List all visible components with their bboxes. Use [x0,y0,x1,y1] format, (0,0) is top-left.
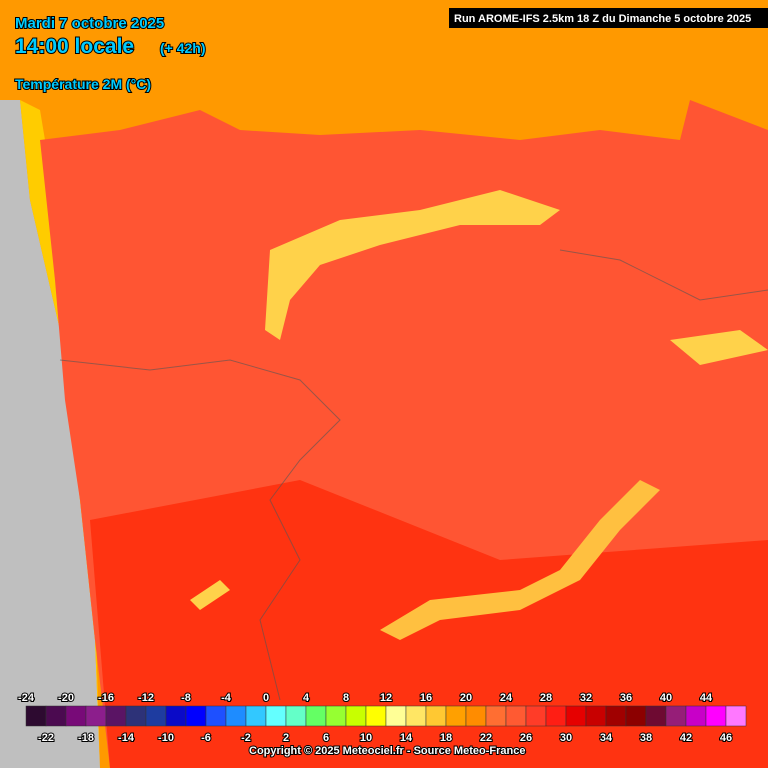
legend-label: 24 [500,692,513,704]
legend-label: 8 [343,692,349,704]
legend-label: 2 [283,732,289,744]
legend-label: 10 [360,732,372,744]
legend-swatch [125,705,147,727]
legend-swatch [445,705,467,727]
mountain-ridge [380,480,660,640]
legend-label: -8 [181,692,191,704]
legend-swatch [425,705,447,727]
lead-time: (+ 42h) [160,40,206,56]
legend-label: 6 [323,732,329,744]
legend-label: 42 [680,732,692,744]
legend-label: 0 [263,692,269,704]
legend-label: 26 [520,732,532,744]
legend-label: -18 [78,732,94,744]
legend-label: 40 [660,692,672,704]
legend-swatch [305,705,327,727]
legend-swatch [725,705,747,727]
date: Mardi 7 octobre 2025 [15,15,164,32]
legend-label: -24 [18,692,35,704]
legend-label: -14 [118,732,135,744]
legend-swatch [205,705,227,727]
legend-swatch [265,705,287,727]
legend-label: 44 [700,692,713,704]
legend-swatch [245,705,267,727]
legend-swatch [685,705,707,727]
legend-label: -12 [138,692,154,704]
legend-label: 18 [440,732,452,744]
legend-label: 28 [540,692,552,704]
legend-swatch [405,705,427,727]
legend-swatch [545,705,567,727]
legend-label: 46 [720,732,732,744]
legend-label: 22 [480,732,492,744]
legend-swatch [605,705,627,727]
legend-label: 4 [303,692,310,704]
legend-swatch [85,705,107,727]
legend-label: 30 [560,732,572,744]
legend-label: 36 [620,692,632,704]
legend-label: 16 [420,692,432,704]
legend-label: -16 [98,692,114,704]
legend-label: -2 [241,732,251,744]
legend-swatch [625,705,647,727]
legend-swatch [585,705,607,727]
legend-swatch [665,705,687,727]
time: 14:00 locale [15,35,134,58]
legend-label: -6 [201,732,211,744]
color-legend: -24 -20 -16 -12 -8 -4 0 4 8 12 16 20 24 28 32 36 40 44-22… [17,691,747,745]
outside-domain [0,100,100,768]
borders [59,249,768,701]
parameter: Température 2M (°C) [15,76,151,92]
legend-label: 32 [580,692,592,704]
legend-swatch [345,705,367,727]
legend-label: -4 [221,692,232,704]
legend-swatch [645,705,667,727]
legend-swatch [505,705,527,727]
legend-label: -20 [58,692,74,704]
run-info: Run AROME-IFS 2.5km 18 Z du Dimanche 5 o… [454,13,751,25]
legend-swatch [165,705,187,727]
legend-swatch [465,705,487,727]
legend-label: 38 [640,732,652,744]
legend-swatch [365,705,387,727]
legend-swatch [45,705,67,727]
legend-swatch [525,705,547,727]
mountain-ridge [190,330,768,610]
copyright: Copyright © 2025 Meteociel.fr - Source M… [249,745,525,757]
legend-swatch [105,705,127,727]
legend-swatch [185,705,207,727]
legend-label: 34 [600,732,613,744]
legend-swatch [25,705,47,727]
legend-swatch [65,705,87,727]
mountain-ridge [265,190,560,340]
legend-label: 12 [380,692,392,704]
legend-label: 14 [400,732,413,744]
legend-swatch [565,705,587,727]
legend-label: 20 [460,692,472,704]
legend-swatch [285,705,307,727]
legend-swatch [705,705,727,727]
legend-label: -22 [38,732,54,744]
legend-swatch [385,705,407,727]
legend-label: -10 [158,732,174,744]
run-box [449,8,768,28]
legend-swatch [145,705,167,727]
legend-swatch [325,705,347,727]
legend-swatch [225,705,247,727]
legend-swatch [485,705,507,727]
